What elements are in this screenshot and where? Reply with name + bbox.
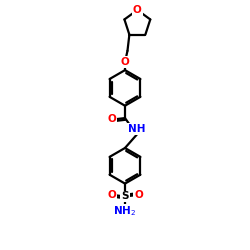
Text: O: O xyxy=(107,114,116,124)
Text: NH: NH xyxy=(128,124,146,134)
Text: S: S xyxy=(121,192,129,202)
Text: O: O xyxy=(121,57,130,67)
Text: O: O xyxy=(134,190,143,200)
Text: NH$_2$: NH$_2$ xyxy=(114,204,136,218)
Text: O: O xyxy=(133,5,142,15)
Text: O: O xyxy=(107,190,116,200)
